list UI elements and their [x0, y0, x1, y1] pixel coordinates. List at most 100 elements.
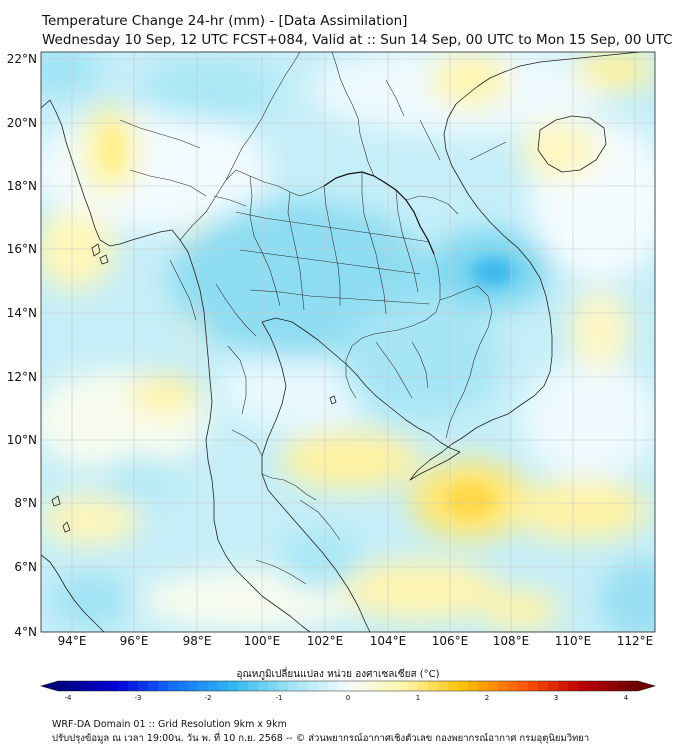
colorbar-tick-label: -1	[276, 694, 283, 702]
colorbar-cell	[388, 681, 399, 691]
colorbar-cell	[138, 681, 149, 691]
colorbar-cell	[198, 681, 209, 691]
colorbar: -4 -3 -2 -1 0 1 2 3 4	[39, 680, 657, 702]
lon-tick-label: 106°E	[432, 634, 469, 648]
lon-tick-label: 100°E	[244, 634, 281, 648]
colorbar-cell	[488, 681, 499, 691]
colorbar-cell	[528, 681, 539, 691]
colorbar-cell	[98, 681, 109, 691]
colorbar-cell	[78, 681, 89, 691]
colorbar-cell	[418, 681, 429, 691]
colorbar-cell	[518, 681, 529, 691]
colorbar-title: อุณหภูมิเปลี่ยนแปลง หน่วย องศาเซลเซียส (…	[236, 669, 440, 680]
colorbar-tick-label: -3	[135, 694, 142, 702]
lon-tick-label: 108°E	[493, 634, 530, 648]
lat-tick-label: 16°N	[7, 242, 37, 256]
colorbar-cell	[148, 681, 159, 691]
lon-tick-label: 102°E	[307, 634, 344, 648]
colorbar-cell	[348, 681, 359, 691]
colorbar-cell	[88, 681, 99, 691]
colorbar-outline	[39, 680, 657, 692]
colorbar-cell	[108, 681, 119, 691]
lat-tick-label: 10°N	[7, 433, 37, 447]
colorbar-cell	[588, 681, 599, 691]
lon-tick-label: 96°E	[120, 634, 149, 648]
colorbar-cell	[448, 681, 459, 691]
colorbar-cell	[328, 681, 339, 691]
colorbar-cell	[218, 681, 229, 691]
lat-tick-label: 20°N	[7, 116, 37, 130]
lat-tick-label: 6°N	[14, 560, 37, 574]
latitude-axis: 22°N 20°N 18°N 16°N 14°N 12°N 10°N 8°N 6…	[7, 52, 37, 639]
colorbar-cell	[538, 681, 549, 691]
lat-tick-label: 8°N	[14, 496, 37, 510]
colorbar-cell	[178, 681, 189, 691]
colorbar-tick-label: 0	[346, 694, 350, 702]
lat-tick-label: 4°N	[14, 625, 37, 639]
colorbar-tick-label: 2	[485, 694, 489, 702]
title-line-1: Temperature Change 24-hr (mm) - [Data As…	[42, 13, 408, 29]
colorbar-cell	[278, 681, 289, 691]
colorbar-cell	[58, 681, 69, 691]
title-line-2: Wednesday 10 Sep, 12 UTC FCST+084, Valid…	[42, 32, 673, 48]
footer-line-2: ปรับปรุงข้อมูล ณ เวลา 19:00น. วัน พ. ที่…	[52, 733, 590, 744]
colorbar-cell	[578, 681, 589, 691]
colorbar-cell	[438, 681, 449, 691]
colorbar-cell	[378, 681, 389, 691]
gridlines	[41, 52, 655, 632]
colorbar-cell	[318, 681, 329, 691]
colorbar-cell	[288, 681, 299, 691]
colorbar-cell	[558, 681, 569, 691]
lon-tick-label: 94°E	[58, 634, 87, 648]
longitude-axis: 94°E 96°E 98°E 100°E 102°E 104°E 106°E 1…	[58, 634, 654, 648]
colorbar-cell	[248, 681, 259, 691]
colorbar-cell	[188, 681, 199, 691]
colorbar-cells	[41, 681, 655, 691]
colorbar-cell	[368, 681, 379, 691]
colorbar-cell	[168, 681, 179, 691]
colorbar-ticks: -4 -3 -2 -1 0 1 2 3 4	[65, 694, 629, 702]
lon-tick-label: 104°E	[370, 634, 407, 648]
colorbar-cell	[618, 681, 629, 691]
colorbar-cell	[478, 681, 489, 691]
temperature-field	[41, 52, 655, 632]
lat-tick-label: 18°N	[7, 179, 37, 193]
thailand-highlight-border	[323, 171, 435, 255]
lat-tick-label: 12°N	[7, 370, 37, 384]
footer: WRF-DA Domain 01 :: Grid Resolution 9km …	[52, 718, 589, 746]
colorbar-cell	[508, 681, 519, 691]
colorbar-cell	[238, 681, 249, 691]
lat-tick-label: 22°N	[7, 52, 37, 66]
colorbar-cell	[408, 681, 419, 691]
colorbar-extend-max	[638, 681, 655, 691]
colorbar-tick-label: 4	[624, 694, 629, 702]
colorbar-cell	[338, 681, 349, 691]
lon-tick-label: 110°E	[555, 634, 592, 648]
colorbar-cell	[608, 681, 619, 691]
colorbar-cell	[358, 681, 369, 691]
colorbar-cell	[268, 681, 279, 691]
colorbar-cell	[298, 681, 309, 691]
colorbar-tick-label: -2	[205, 694, 212, 702]
colorbar-cell	[228, 681, 239, 691]
colorbar-cell	[548, 681, 559, 691]
colorbar-cell	[468, 681, 479, 691]
footer-line-1: WRF-DA Domain 01 :: Grid Resolution 9km …	[52, 719, 287, 730]
colorbar-cell	[398, 681, 409, 691]
colorbar-cell	[568, 681, 579, 691]
lon-tick-label: 98°E	[183, 634, 212, 648]
colorbar-cell	[308, 681, 319, 691]
colorbar-extend-min	[41, 681, 58, 691]
coastlines	[41, 52, 641, 632]
colorbar-cell	[598, 681, 609, 691]
colorbar-tick-label: 1	[416, 694, 420, 702]
lat-tick-label: 14°N	[7, 306, 37, 320]
colorbar-cell	[458, 681, 469, 691]
colorbar-cell	[208, 681, 219, 691]
colorbar-cell	[68, 681, 79, 691]
map-title: Temperature Change 24-hr (mm) - [Data As…	[42, 12, 673, 50]
colorbar-cell	[158, 681, 169, 691]
colorbar-cell	[628, 681, 639, 691]
colorbar-cell	[428, 681, 439, 691]
